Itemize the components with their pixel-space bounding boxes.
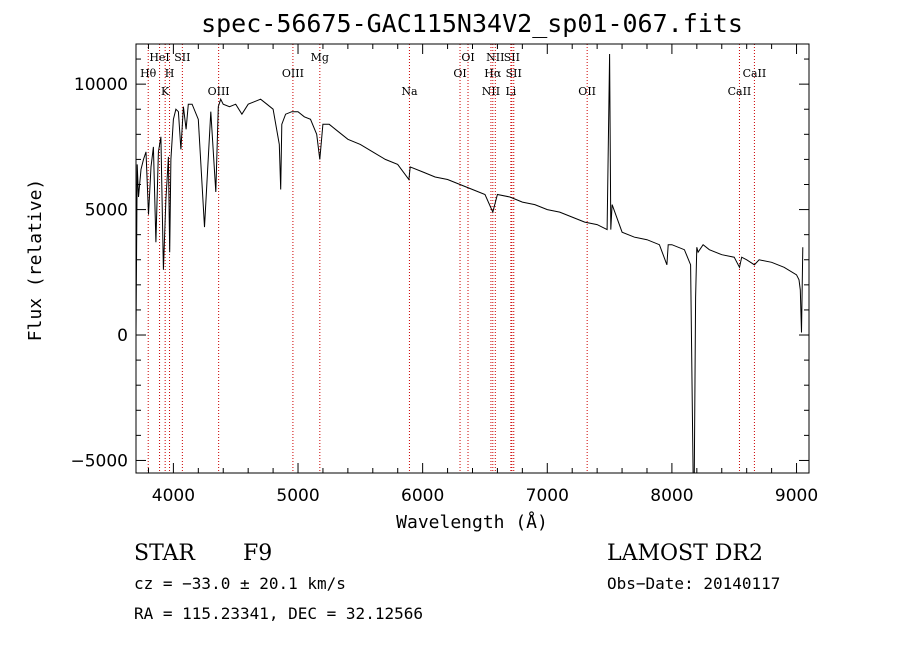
x-tick-label: 5000 [276,486,319,506]
line-marker-label: Mg [311,51,329,64]
spectrum-series [136,53,804,473]
obs-date: Obs−Date: 20140117 [607,574,780,593]
line-marker-label: OI [453,67,466,80]
x-tick-label: 4000 [152,486,195,506]
line-marker-label: CaII [728,85,752,98]
survey-name: LAMOST DR2 [607,541,763,566]
line-marker-label: SII [506,67,522,80]
y-tick-label: 5000 [85,201,128,221]
line-marker-label: SII [174,51,190,64]
line-marker-label: Hθ [140,67,157,80]
y-tick-label: 10000 [74,75,128,95]
plot-frame [135,43,810,474]
line-marker-label: Hα [484,67,502,80]
x-tick-label: 8000 [650,486,693,506]
x-tick-label: 7000 [526,486,569,506]
redshift-readout: cz = −33.0 ± 20.1 km/s [134,574,346,593]
line-marker-label: NII [486,51,504,64]
line-marker-label: CaII [743,67,767,80]
line-marker-label: OI [461,51,474,64]
x-axis: 4000 5000 6000 7000 8000 9000 [147,44,818,506]
line-marker-label: OII [578,85,596,98]
line-marker-label: K [161,85,170,98]
y-axis: −5000 0 5000 10000 [70,58,809,471]
object-class: STAR [134,541,196,566]
line-markers [147,44,755,473]
x-tick-label: 6000 [401,486,444,506]
coordinates: RA = 115.23341, DEC = 32.12566 [134,604,423,623]
line-marker-label: NII [482,85,500,98]
y-tick-label: 0 [117,326,128,346]
y-axis-label: Flux (relative) [25,179,46,342]
x-tick-label: 9000 [775,486,818,506]
line-marker-label: SII [504,51,520,64]
spectrum-line [136,53,804,473]
x-axis-label: Wavelength (Å) [396,511,548,533]
y-tick-label: −5000 [70,451,128,471]
line-marker-label: HeI [149,51,169,64]
line-marker-label: OIII [208,85,230,98]
object-subclass: F9 [243,541,272,566]
chart-title: spec-56675-GAC115N34V2_sp01-067.fits [201,9,743,38]
line-marker-label: H [165,67,175,80]
line-marker-label: Li [505,85,516,98]
line-marker-label: Na [401,85,418,98]
line-marker-label: OIII [282,67,304,80]
